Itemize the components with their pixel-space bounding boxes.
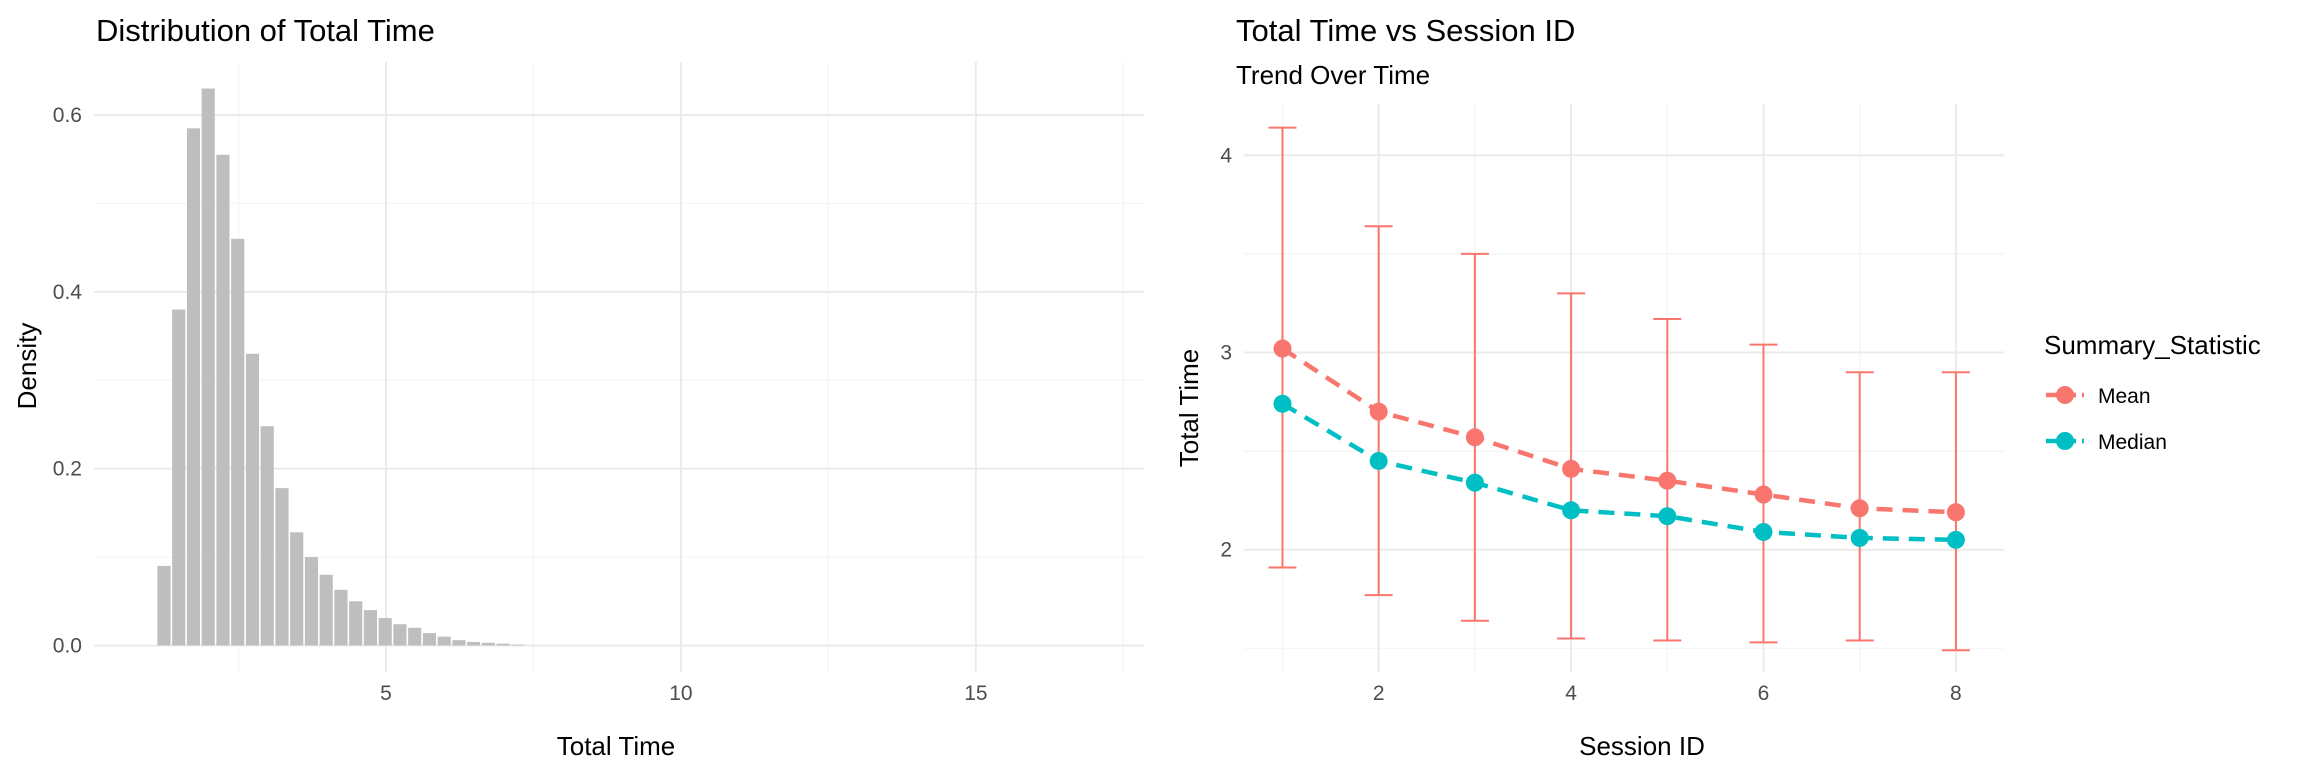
series-point-median xyxy=(1658,507,1677,526)
histogram-chart: Distribution of Total Time 5 10 15 0.00.20… xyxy=(12,13,1144,761)
histogram-bar xyxy=(511,644,525,646)
histogram-bar xyxy=(408,627,422,646)
histogram-bar xyxy=(319,574,333,646)
line-chart-x-tick-label: 6 xyxy=(1758,682,1770,705)
line-chart-series xyxy=(1273,339,1965,549)
histogram-bar xyxy=(437,636,451,646)
line-chart-subtitle: Trend Over Time xyxy=(1236,60,1430,90)
histogram-bar xyxy=(334,589,348,646)
line-chart-x-ticks: 2 4 6 8 xyxy=(1373,682,1962,705)
histogram-bar xyxy=(363,610,378,646)
histogram-bar xyxy=(231,238,245,646)
series-point-median xyxy=(1946,530,1965,549)
legend-item-label: Mean xyxy=(2098,385,2151,408)
histogram-title: Distribution of Total Time xyxy=(96,13,435,48)
series-point-mean xyxy=(1850,499,1869,518)
histogram-bar xyxy=(467,641,481,646)
series-point-mean xyxy=(1946,503,1965,522)
series-point-median xyxy=(1562,501,1581,520)
series-point-median xyxy=(1369,451,1388,470)
series-point-mean xyxy=(1562,459,1581,478)
legend-item-median: Median xyxy=(2046,431,2167,454)
histogram-bar xyxy=(172,309,186,646)
histogram-x-tick-label: 5 xyxy=(380,682,392,705)
histogram-bar xyxy=(452,640,466,646)
histogram-bar xyxy=(245,353,260,646)
line-chart-y-tick-label: 2 xyxy=(1220,539,1232,562)
line-chart-y-tick-label: 4 xyxy=(1220,144,1232,167)
legend: Summary_Statistic Mean Median xyxy=(2044,330,2261,454)
series-point-mean xyxy=(1658,471,1677,490)
histogram-x-axis-title: Total Time xyxy=(557,731,676,761)
histogram-x-tick-label: 15 xyxy=(964,682,987,705)
histogram-bar xyxy=(393,624,407,646)
histogram-bar xyxy=(275,488,289,646)
line-chart-y-ticks: 2 3 4 xyxy=(1220,144,1232,561)
histogram-bar xyxy=(481,642,495,646)
histogram-x-tick-label: 10 xyxy=(669,682,692,705)
histogram-bar xyxy=(378,618,392,646)
histogram-bar xyxy=(290,532,304,646)
histogram-bar xyxy=(216,154,230,646)
histogram-y-tick-label: 0.6 xyxy=(53,104,82,127)
series-line-mean xyxy=(1281,346,1956,515)
histogram-bar xyxy=(201,88,215,646)
line-chart-x-axis-title: Session ID xyxy=(1579,731,1705,761)
series-point-mean xyxy=(1369,402,1388,421)
series-line-median xyxy=(1281,401,1956,543)
line-chart-title: Total Time vs Session ID xyxy=(1236,13,1575,48)
histogram-bars xyxy=(157,88,525,646)
series-point-mean xyxy=(1754,485,1773,504)
histogram-y-tick-label: 0.2 xyxy=(53,458,82,481)
series-point-median xyxy=(1465,473,1484,492)
histogram-y-tick-label: 0.4 xyxy=(53,281,83,304)
histogram-y-ticks: 0.0 0.2 0.4 0.6 xyxy=(53,104,83,657)
series-point-median xyxy=(1850,528,1869,547)
histogram-y-axis-title: Density xyxy=(12,323,42,410)
histogram-bar xyxy=(422,633,437,646)
legend-item-mean: Mean xyxy=(2046,385,2151,408)
line-chart-y-tick-label: 3 xyxy=(1220,342,1232,365)
series-point-median xyxy=(1754,522,1773,541)
line-chart-x-tick-label: 4 xyxy=(1565,682,1577,705)
legend-items: Mean Median xyxy=(2046,385,2167,454)
series-point-mean xyxy=(1273,339,1292,358)
series-point-median xyxy=(1273,394,1292,413)
legend-key-point xyxy=(2056,386,2074,404)
histogram-y-tick-label: 0.0 xyxy=(53,634,82,657)
histogram-bar xyxy=(260,426,274,646)
histogram-bar xyxy=(496,643,510,646)
series-point-mean xyxy=(1465,428,1484,447)
legend-item-label: Median xyxy=(2098,431,2167,454)
line-chart-y-axis-title: Total Time xyxy=(1174,349,1204,468)
histogram-bar xyxy=(157,565,171,646)
line-chart-x-tick-label: 2 xyxy=(1373,682,1385,705)
line-chart-x-tick-label: 8 xyxy=(1950,682,1962,705)
legend-key-point xyxy=(2056,432,2074,450)
histogram-bar xyxy=(304,557,319,646)
histogram-x-ticks: 5 10 15 xyxy=(380,682,987,705)
legend-title: Summary_Statistic xyxy=(2044,330,2261,360)
histogram-bar xyxy=(186,128,201,646)
line-chart: Total Time vs Session ID Trend Over Time… xyxy=(1174,13,2261,761)
histogram-bar xyxy=(349,601,363,646)
